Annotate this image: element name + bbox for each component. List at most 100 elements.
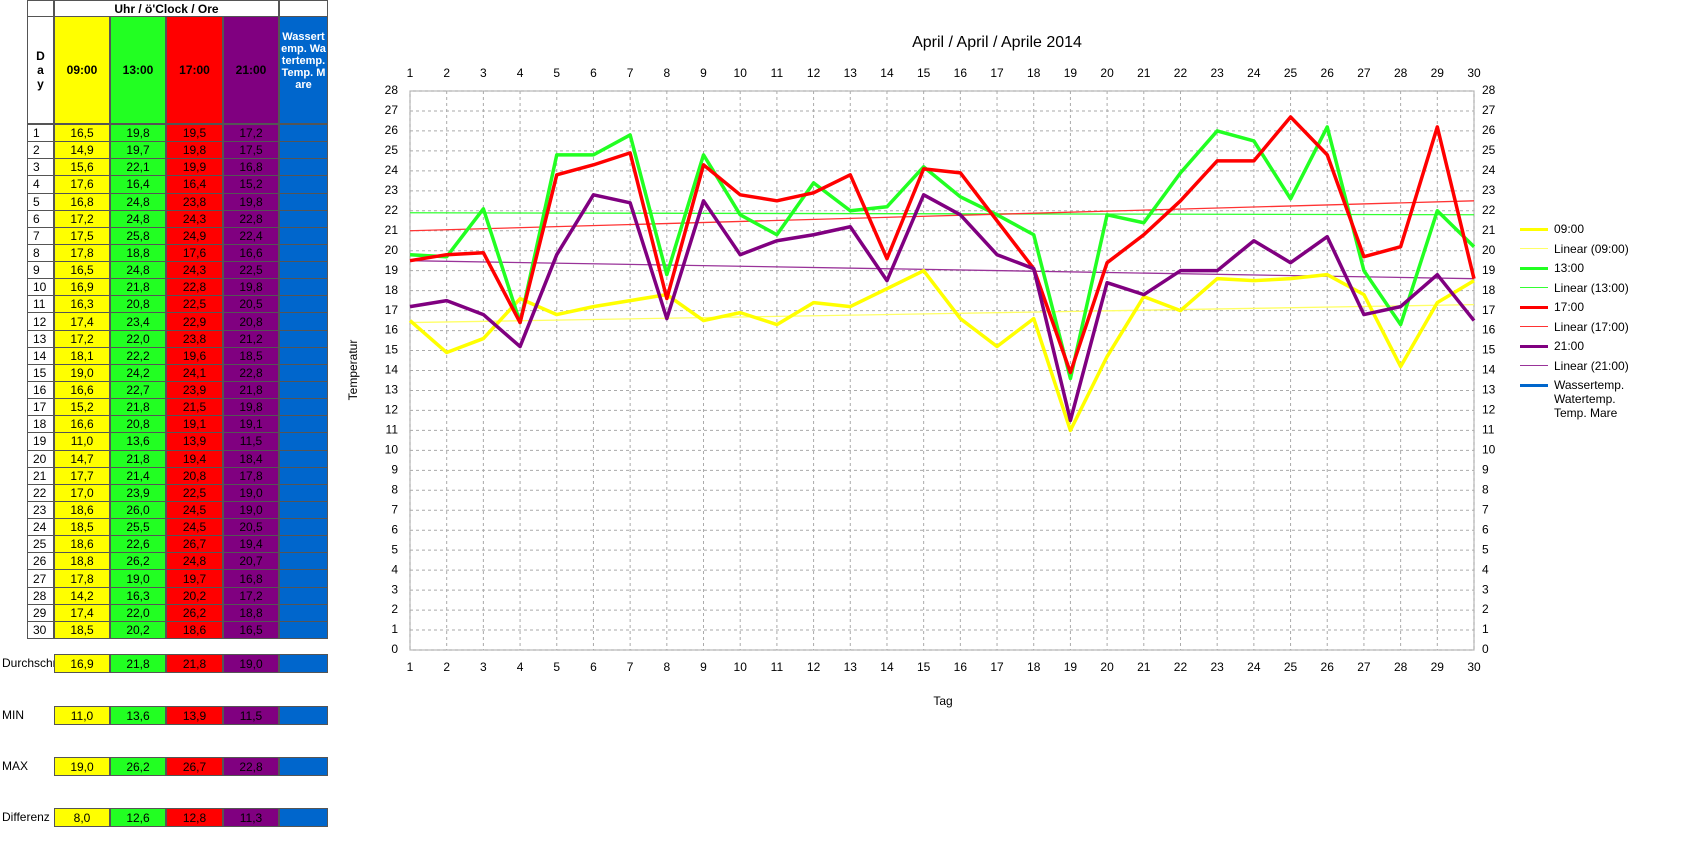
summary-cell [279, 808, 328, 827]
x-tick-label: 3 [480, 660, 487, 674]
y-tick-label: 6 [391, 522, 398, 536]
y-tick-label: 7 [391, 502, 398, 516]
y2-tick-label: 1 [1482, 622, 1489, 636]
summary-cell: 13,9 [166, 706, 223, 725]
x-top-tick-label: 27 [1357, 66, 1371, 80]
x-top-tick-label: 5 [553, 66, 560, 80]
x-tick-label: 30 [1467, 660, 1481, 674]
value-cell: 22,2 [110, 346, 166, 365]
y-tick-label: 27 [385, 103, 399, 117]
day-cell: 1 [27, 124, 54, 143]
y2-tick-label: 24 [1482, 163, 1496, 177]
y-tick-label: 24 [385, 163, 399, 177]
value-cell: 16,6 [223, 243, 279, 263]
x-tick-label: 4 [517, 660, 524, 674]
day-cell: 30 [27, 620, 54, 639]
y2-tick-label: 17 [1482, 303, 1496, 317]
trend-line [409, 200, 1475, 232]
day-cell: 28 [27, 586, 54, 605]
x-tick-label: 26 [1321, 660, 1335, 674]
legend-swatch [1520, 228, 1548, 231]
x-tick-label: 5 [553, 660, 560, 674]
legend-swatch [1520, 325, 1548, 327]
x-axis-label: Tag [933, 694, 952, 708]
y2-tick-label: 13 [1482, 383, 1496, 397]
value-cell: 24,3 [166, 209, 223, 228]
value-cell: 19,4 [223, 535, 279, 554]
legend-entry: 17:00 [1520, 300, 1640, 320]
legend-label: Wassertemp. Watertemp. Temp. Mare [1554, 378, 1625, 420]
x-top-tick-label: 16 [954, 66, 968, 80]
value-cell: 11,5 [223, 432, 279, 451]
day-cell: 11 [27, 295, 54, 314]
y2-tick-label: 0 [1482, 642, 1489, 656]
header-cell: 13:00 [110, 16, 166, 124]
x-tick-label: 10 [734, 660, 748, 674]
header-cell: Wassertemp. Watertemp. Temp. Mare [279, 16, 328, 124]
x-top-tick-label: 12 [807, 66, 821, 80]
value-cell: 16,6 [54, 415, 110, 434]
x-tick-label: 23 [1210, 660, 1224, 674]
x-top-tick-label: 21 [1137, 66, 1151, 80]
day-cell: 19 [27, 432, 54, 451]
x-tick-label: 7 [627, 660, 634, 674]
trend-line [409, 303, 1475, 324]
x-tick-label: 8 [663, 660, 670, 674]
value-cell: 18,5 [54, 620, 110, 639]
value-cell: 22,7 [110, 381, 166, 400]
y-tick-label: 13 [385, 383, 399, 397]
summary-cell: 26,7 [166, 757, 223, 776]
series-line [409, 193, 1476, 423]
value-cell: 15,2 [54, 398, 110, 417]
y-axis-label: Temperatur [346, 340, 360, 401]
y-tick-label: 5 [391, 542, 398, 556]
summary-cell: 16,9 [54, 654, 110, 673]
legend-swatch [1520, 364, 1548, 366]
summary-cell: 19,0 [223, 654, 279, 673]
y2-tick-label: 2 [1482, 602, 1489, 616]
x-top-tick-label: 15 [917, 66, 931, 80]
y2-tick-label: 20 [1482, 243, 1496, 257]
y-tick-label: 14 [385, 363, 399, 377]
y2-tick-label: 8 [1482, 482, 1489, 496]
value-cell: 18,8 [223, 603, 279, 622]
summary-cell: 19,0 [54, 757, 110, 776]
y-tick-label: 10 [385, 443, 399, 457]
x-tick-label: 27 [1357, 660, 1371, 674]
legend-entry: Wassertemp. Watertemp. Temp. Mare [1520, 378, 1640, 420]
x-tick-label: 19 [1064, 660, 1078, 674]
value-cell: 19,8 [223, 278, 279, 297]
value-cell: 20,2 [166, 586, 223, 605]
legend-label: Linear (17:00) [1554, 319, 1629, 334]
value-cell: 17,2 [223, 586, 279, 605]
y-tick-label: 15 [385, 343, 399, 357]
y-tick-label: 4 [391, 562, 398, 576]
y-tick-label: 0 [391, 642, 398, 656]
y2-tick-label: 3 [1482, 582, 1489, 596]
y-tick-label: 22 [385, 203, 399, 217]
value-cell: 19,5 [166, 124, 223, 143]
summary-cell: 26,2 [110, 757, 166, 776]
x-top-tick-label: 30 [1467, 66, 1481, 80]
y2-tick-label: 15 [1482, 343, 1496, 357]
value-cell: 16,5 [54, 261, 110, 280]
y-tick-label: 12 [385, 403, 399, 417]
legend-label: Linear (13:00) [1554, 280, 1629, 295]
x-tick-label: 28 [1394, 660, 1408, 674]
day-cell: 29 [27, 603, 54, 622]
day-cell: 15 [27, 363, 54, 382]
day-cell: 23 [27, 500, 54, 520]
legend-label: 13:00 [1554, 261, 1585, 275]
x-top-tick-label: 29 [1431, 66, 1445, 80]
legend-swatch [1520, 267, 1548, 270]
y2-tick-label: 9 [1482, 462, 1489, 476]
x-top-tick-label: 1 [407, 66, 414, 80]
y-tick-label: 20 [385, 243, 399, 257]
summary-cell: 13,6 [110, 706, 166, 725]
x-tick-label: 20 [1100, 660, 1114, 674]
value-cell: 24,3 [166, 261, 223, 280]
x-top-tick-label: 10 [734, 66, 748, 80]
y-tick-label: 17 [385, 303, 399, 317]
x-top-tick-label: 26 [1321, 66, 1335, 80]
